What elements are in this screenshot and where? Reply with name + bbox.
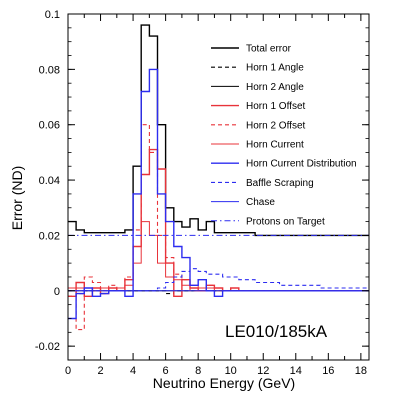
series-layer (68, 24, 369, 331)
y-tick-label: 0 (54, 286, 60, 298)
y-tick-label: 0.02 (39, 230, 60, 242)
x-tick-label: 6 (163, 365, 169, 377)
x-tick-label: 2 (97, 365, 103, 377)
plot-frame (67, 13, 370, 361)
y-tick-label: -0.02 (35, 341, 60, 353)
legend: Total error Horn 1 Angle Horn 2 Angle Horn … (211, 44, 357, 227)
x-tick-label: 16 (322, 365, 334, 377)
x-tick-label: 18 (355, 365, 367, 377)
x-tick-label: 4 (130, 365, 136, 377)
legend-label: Horn 2 Angle (246, 82, 304, 93)
y-tick-label: 0.06 (39, 120, 60, 132)
x-tick-label: 10 (225, 365, 237, 377)
legend-label: Horn 1 Angle (246, 63, 304, 74)
series-horn-1-angle (68, 290, 369, 297)
chart-annotation: LE010/185kA (225, 322, 328, 341)
axes-layer: 0 2 4 6 8 10 12 14 16 18 -0.02 0 0.02 0.04 0.06 0.08 0.1 (35, 9, 370, 377)
legend-label: Chase (246, 197, 275, 208)
x-tick-label: 8 (195, 365, 201, 377)
legend-label: Total error (246, 44, 292, 55)
x-tick-label: 12 (257, 365, 269, 377)
series-total-error (68, 24, 369, 237)
series-horn-current-distribution (68, 68, 369, 320)
series-horn-current (68, 221, 369, 292)
y-axis-label: Error (ND) (9, 166, 25, 231)
y-tick-label: 0.08 (39, 64, 60, 76)
legend-label: Protons on Target (246, 216, 325, 227)
legend-label: Horn Current (246, 140, 304, 151)
x-tick-label: 14 (290, 365, 302, 377)
legend-label: Horn 1 Offset (246, 101, 306, 112)
y-tick-label: 0.04 (39, 175, 60, 187)
y-tick-label: 0.1 (45, 9, 60, 21)
x-tick-label: 0 (65, 365, 71, 377)
legend-label: Horn 2 Offset (246, 120, 306, 131)
x-axis-label: Neutrino Energy (GeV) (153, 375, 295, 391)
legend-label: Horn Current Distribution (246, 159, 357, 170)
legend-label: Baffle Scraping (246, 178, 314, 189)
